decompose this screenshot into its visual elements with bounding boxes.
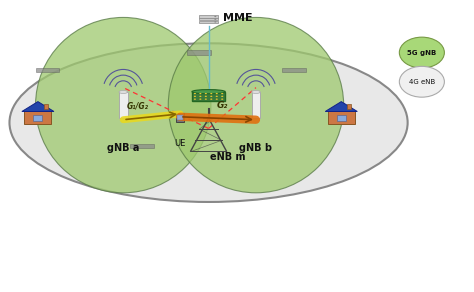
Circle shape [205,98,207,100]
Text: MME: MME [223,13,252,22]
Circle shape [221,93,223,94]
Bar [199,18,218,20]
Polygon shape [325,102,357,112]
Circle shape [216,98,218,100]
Bar [34,115,42,121]
Circle shape [221,98,223,100]
Bar [119,92,128,118]
Ellipse shape [168,18,344,193]
Text: gNB a: gNB a [107,143,139,153]
Bar [130,144,154,148]
Circle shape [199,98,201,100]
Bar [44,104,48,109]
Bar [337,115,346,121]
Circle shape [214,16,216,17]
Bar [199,15,218,18]
Circle shape [199,93,201,94]
Bar [347,104,351,109]
Text: UE: UE [174,139,186,148]
Text: 5G gNB: 5G gNB [407,50,437,55]
Circle shape [216,96,218,97]
Text: G₁/G₂: G₁/G₂ [127,102,148,111]
Ellipse shape [399,37,444,68]
Bar [24,112,52,124]
Bar [176,113,184,122]
Ellipse shape [36,18,211,193]
Circle shape [214,19,216,20]
Polygon shape [22,102,54,112]
Text: G₂: G₂ [217,100,228,110]
Circle shape [210,98,212,100]
Bar [282,68,306,72]
Ellipse shape [119,91,128,93]
Bar [252,92,260,118]
Ellipse shape [192,90,225,94]
Circle shape [199,96,201,97]
Circle shape [210,93,212,94]
Text: eNB m: eNB m [210,152,245,162]
Text: gNB b: gNB b [239,143,273,153]
Ellipse shape [252,91,260,93]
Circle shape [216,93,218,94]
Circle shape [221,96,223,97]
Ellipse shape [9,43,408,202]
Bar [187,50,211,55]
Circle shape [210,96,212,97]
Circle shape [194,96,196,97]
Bar [177,115,183,121]
Bar [199,21,218,23]
Circle shape [194,98,196,100]
Circle shape [194,93,196,94]
Text: 4G eNB: 4G eNB [409,79,435,85]
Ellipse shape [399,66,444,97]
Bar [36,68,59,72]
Bar [328,112,355,124]
Circle shape [214,21,216,22]
Circle shape [205,93,207,94]
Circle shape [205,96,207,97]
Bar [192,92,225,101]
